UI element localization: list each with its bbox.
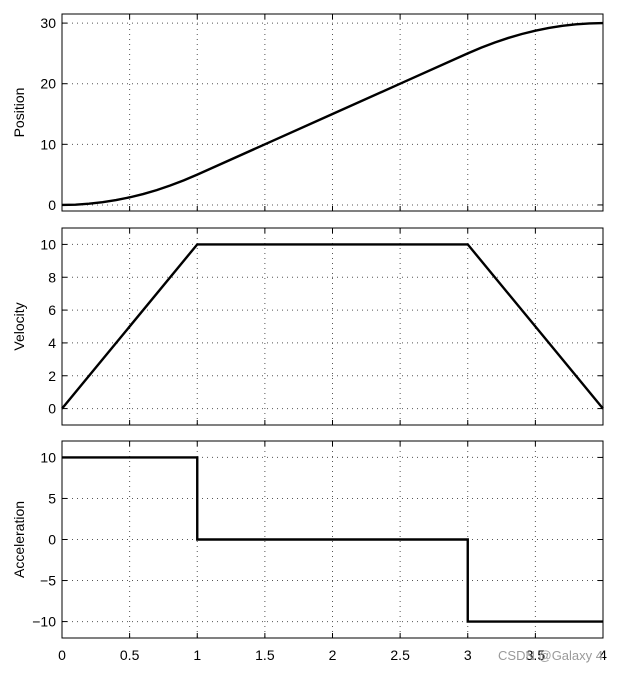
chart-panel-2: 0 2 4 6 8 10 Velocity <box>11 227 604 426</box>
y-tick-label: 30 <box>40 15 56 31</box>
y-tick-label: 0 <box>48 532 56 548</box>
x-tick-label: 0.5 <box>120 647 140 663</box>
y-tick-label: 5 <box>48 490 56 506</box>
y-axis-label: Velocity <box>11 302 27 350</box>
y-tick-label: 10 <box>40 449 56 465</box>
x-tick-label: 1.5 <box>255 647 275 663</box>
plot-frame <box>61 440 604 639</box>
series-line-1 <box>62 456 603 623</box>
y-axis-label: Position <box>11 88 27 138</box>
chart-panel-1: 0 10 20 30 Position <box>11 13 604 213</box>
x-tick-label: 0 <box>58 647 66 663</box>
watermark-text: CSDN @Galaxy 4 <box>498 648 603 663</box>
y-tick-label: 8 <box>48 269 56 285</box>
x-tick-label: 4 <box>599 647 607 663</box>
x-tick-label: 3 <box>464 647 472 663</box>
y-tick-label: 6 <box>48 302 56 318</box>
x-tick-label: 1 <box>193 647 201 663</box>
x-tick-label: 3.5 <box>526 647 546 663</box>
chart-panel-3: −10 −5 0 5 10 0 0.5 1 1.5 2 2.5 3 3.5 4 Acceleration <box>11 440 607 663</box>
chart-panels: 0102030Position0246810Velocity−10−505100… <box>11 13 607 663</box>
y-tick-label: 20 <box>40 76 56 92</box>
y-tick-label: 10 <box>40 236 56 252</box>
y-axis-label: Acceleration <box>11 501 27 578</box>
plot-frame <box>61 227 604 426</box>
series-line-1 <box>61 243 604 410</box>
y-tick-label: −5 <box>40 573 56 589</box>
x-tick-label: 2.5 <box>390 647 410 663</box>
y-tick-label: 0 <box>48 401 56 417</box>
plot-frame <box>61 13 604 212</box>
y-tick-label: 4 <box>48 335 56 351</box>
y-tick-label: 2 <box>48 368 56 384</box>
y-tick-label: 10 <box>40 136 56 152</box>
y-tick-label: 0 <box>48 197 56 213</box>
y-tick-label: −10 <box>32 614 56 630</box>
x-tick-label: 2 <box>329 647 337 663</box>
series-line-1 <box>61 21 604 207</box>
